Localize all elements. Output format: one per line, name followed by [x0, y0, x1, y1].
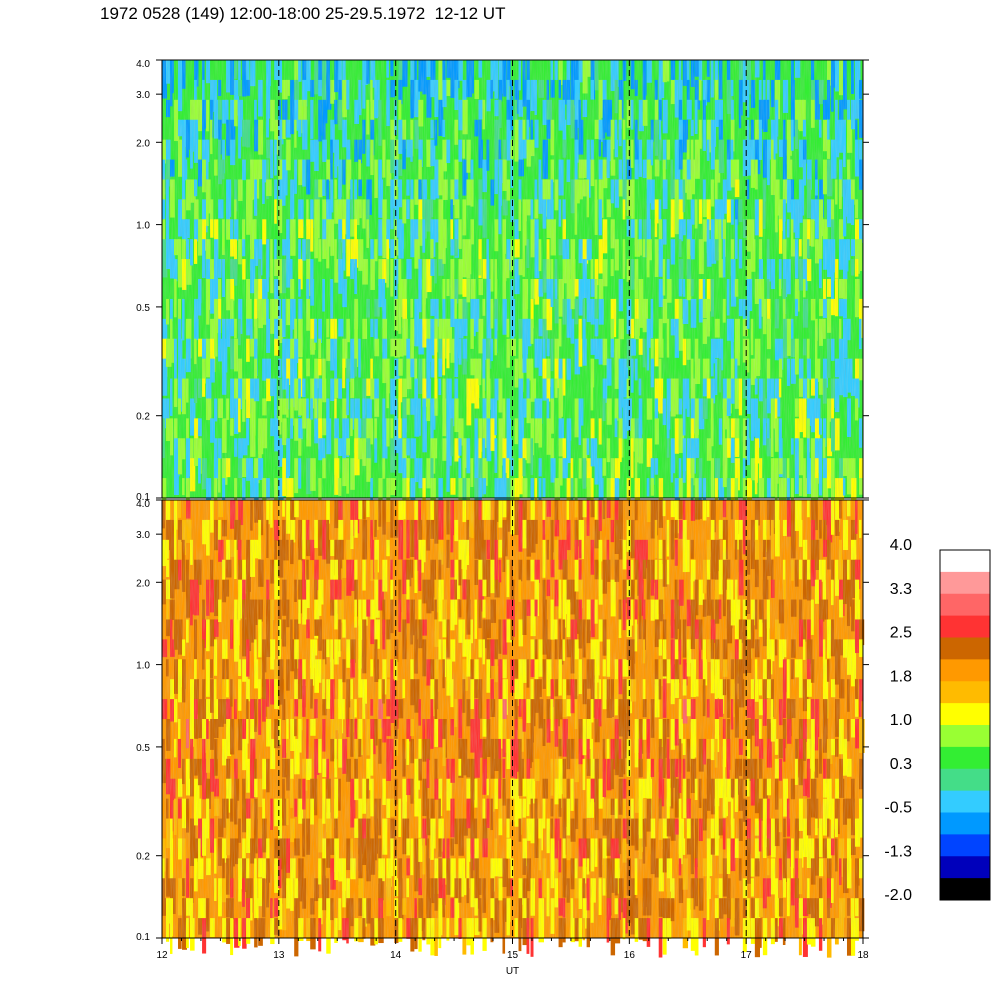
x-tick-label: 17 — [741, 950, 753, 961]
colorbar-segment — [940, 746, 990, 770]
colorbar-segment — [940, 768, 990, 792]
x-tick-label: 12 — [156, 950, 168, 961]
colorbar-frame — [939, 549, 991, 901]
x-tick-label: 14 — [390, 950, 402, 961]
y-tick-label: 1.0 — [136, 221, 150, 232]
colorbar-label: 1.8 — [890, 668, 912, 685]
colorbar-segment — [940, 703, 990, 726]
panel-frame-upper — [161, 59, 864, 499]
y-tick-label: 0.2 — [136, 852, 150, 863]
colorbar-label: 3.3 — [890, 581, 912, 598]
colorbar-segment — [940, 593, 990, 617]
colorbar-segment — [940, 856, 990, 879]
colorbar-label: 2.5 — [890, 625, 912, 642]
y-tick-label: 4.0 — [136, 499, 150, 510]
colorbar-segment — [940, 637, 990, 660]
colorbar-label: 1.0 — [890, 712, 912, 729]
colorbar-label: 4.0 — [890, 537, 912, 554]
heatmap-panels — [162, 60, 865, 958]
y-tick-label: 0.1 — [136, 492, 150, 503]
y-tick-label: 3.0 — [136, 530, 150, 541]
colorbar-segment — [940, 571, 990, 595]
colorbar-segment — [940, 550, 990, 573]
x-tick-label: 13 — [273, 950, 285, 961]
colorbar-segment — [940, 725, 990, 748]
colorbar-label: -1.3 — [884, 843, 912, 860]
colorbar-segment — [940, 834, 990, 857]
colorbar-segment — [940, 615, 990, 639]
y-tick-label: 0.5 — [136, 303, 150, 314]
y-tick-label: 0.2 — [136, 412, 150, 423]
colorbar-label: 0.3 — [890, 756, 912, 773]
colorbar-segment — [940, 812, 990, 835]
y-tick-label: 2.0 — [136, 138, 150, 149]
colorbar-segment — [940, 681, 990, 704]
x-tick-label: 15 — [507, 950, 519, 961]
colorbar-segment — [940, 659, 990, 682]
x-axis-title: UT — [506, 966, 519, 977]
colorbar: 4.0 3.3 2.5 1.8 1.0 0.3 -0.5 -1.3 -2.0 — [884, 537, 991, 904]
y-tick-label: 4.0 — [136, 59, 150, 70]
y-tick-label: 1.0 — [136, 661, 150, 672]
x-tick-label: 18 — [857, 950, 869, 961]
colorbar-segment — [940, 790, 990, 814]
heatmap-lower — [162, 500, 865, 958]
colorbar-segment — [940, 878, 990, 901]
colorbar-label: -2.0 — [884, 887, 912, 904]
axes: 0.10.20.51.02.03.04.00.10.20.51.02.03.04… — [136, 59, 869, 977]
y-tick-label: 0.1 — [136, 932, 150, 943]
heatmap-upper — [162, 60, 864, 518]
y-tick-label: 2.0 — [136, 578, 150, 589]
y-tick-label: 0.5 — [136, 743, 150, 754]
x-tick-label: 16 — [624, 950, 636, 961]
y-tick-label: 3.0 — [136, 90, 150, 101]
chart-title: 1972 0528 (149) 12:00-18:00 25-29.5.1972… — [100, 4, 506, 23]
colorbar-label: -0.5 — [884, 800, 912, 817]
